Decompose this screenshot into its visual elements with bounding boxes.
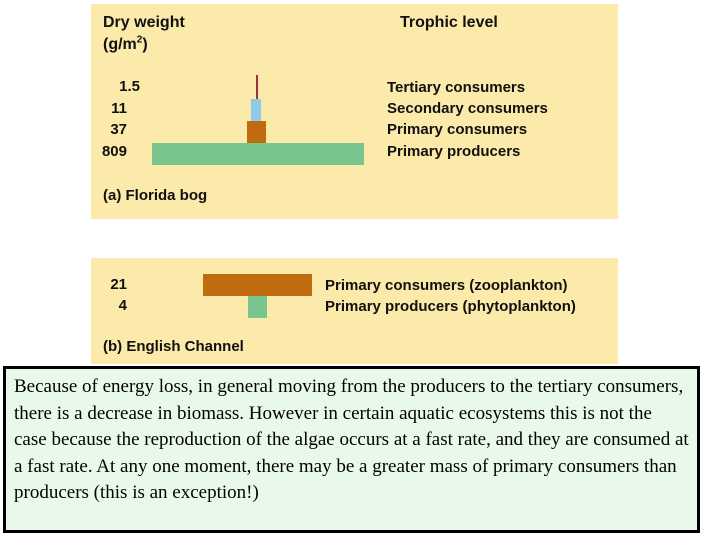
bar-primary-consumers — [247, 121, 266, 143]
label-primary-producers: Primary producers — [387, 143, 521, 160]
value-zooplankton: 21 — [110, 276, 127, 293]
value-primary-consumers: 37 — [110, 121, 127, 138]
value-secondary: 11 — [111, 100, 127, 117]
label-secondary: Secondary consumers — [387, 100, 548, 117]
dry-weight-header: Dry weight (g/m2) — [103, 14, 185, 54]
units-label: (g/m2) — [103, 35, 148, 54]
label-phytoplankton: Primary producers (phytoplankton) — [325, 298, 576, 315]
florida-bog-panel: Dry weight (g/m2) Trophic level 1.5 11 3… — [91, 4, 618, 219]
bar-secondary — [251, 99, 261, 121]
english-channel-panel: 21 4 Primary consumers (zooplankton) Pri… — [91, 258, 618, 364]
bar-primary-producers — [152, 143, 364, 165]
bar-zooplankton — [203, 274, 312, 296]
value-primary-producers: 809 — [101, 143, 127, 160]
trophic-level-header: Trophic level — [400, 14, 498, 31]
label-primary-consumers: Primary consumers — [387, 121, 528, 138]
caption-english-channel: (b) English Channel — [103, 338, 244, 355]
label-zooplankton: Primary consumers (zooplankton) — [325, 277, 568, 294]
bar-tertiary — [256, 75, 258, 99]
dry-weight-title: Dry weight — [103, 14, 185, 31]
value-phytoplankton: 4 — [118, 297, 127, 314]
value-tertiary: 1.5 — [119, 78, 140, 95]
explanation-textbox: Because of energy loss, in general movin… — [3, 366, 700, 533]
label-tertiary: Tertiary consumers — [387, 79, 526, 96]
caption-florida-bog: (a) Florida bog — [103, 187, 208, 204]
bar-phytoplankton — [248, 296, 267, 318]
